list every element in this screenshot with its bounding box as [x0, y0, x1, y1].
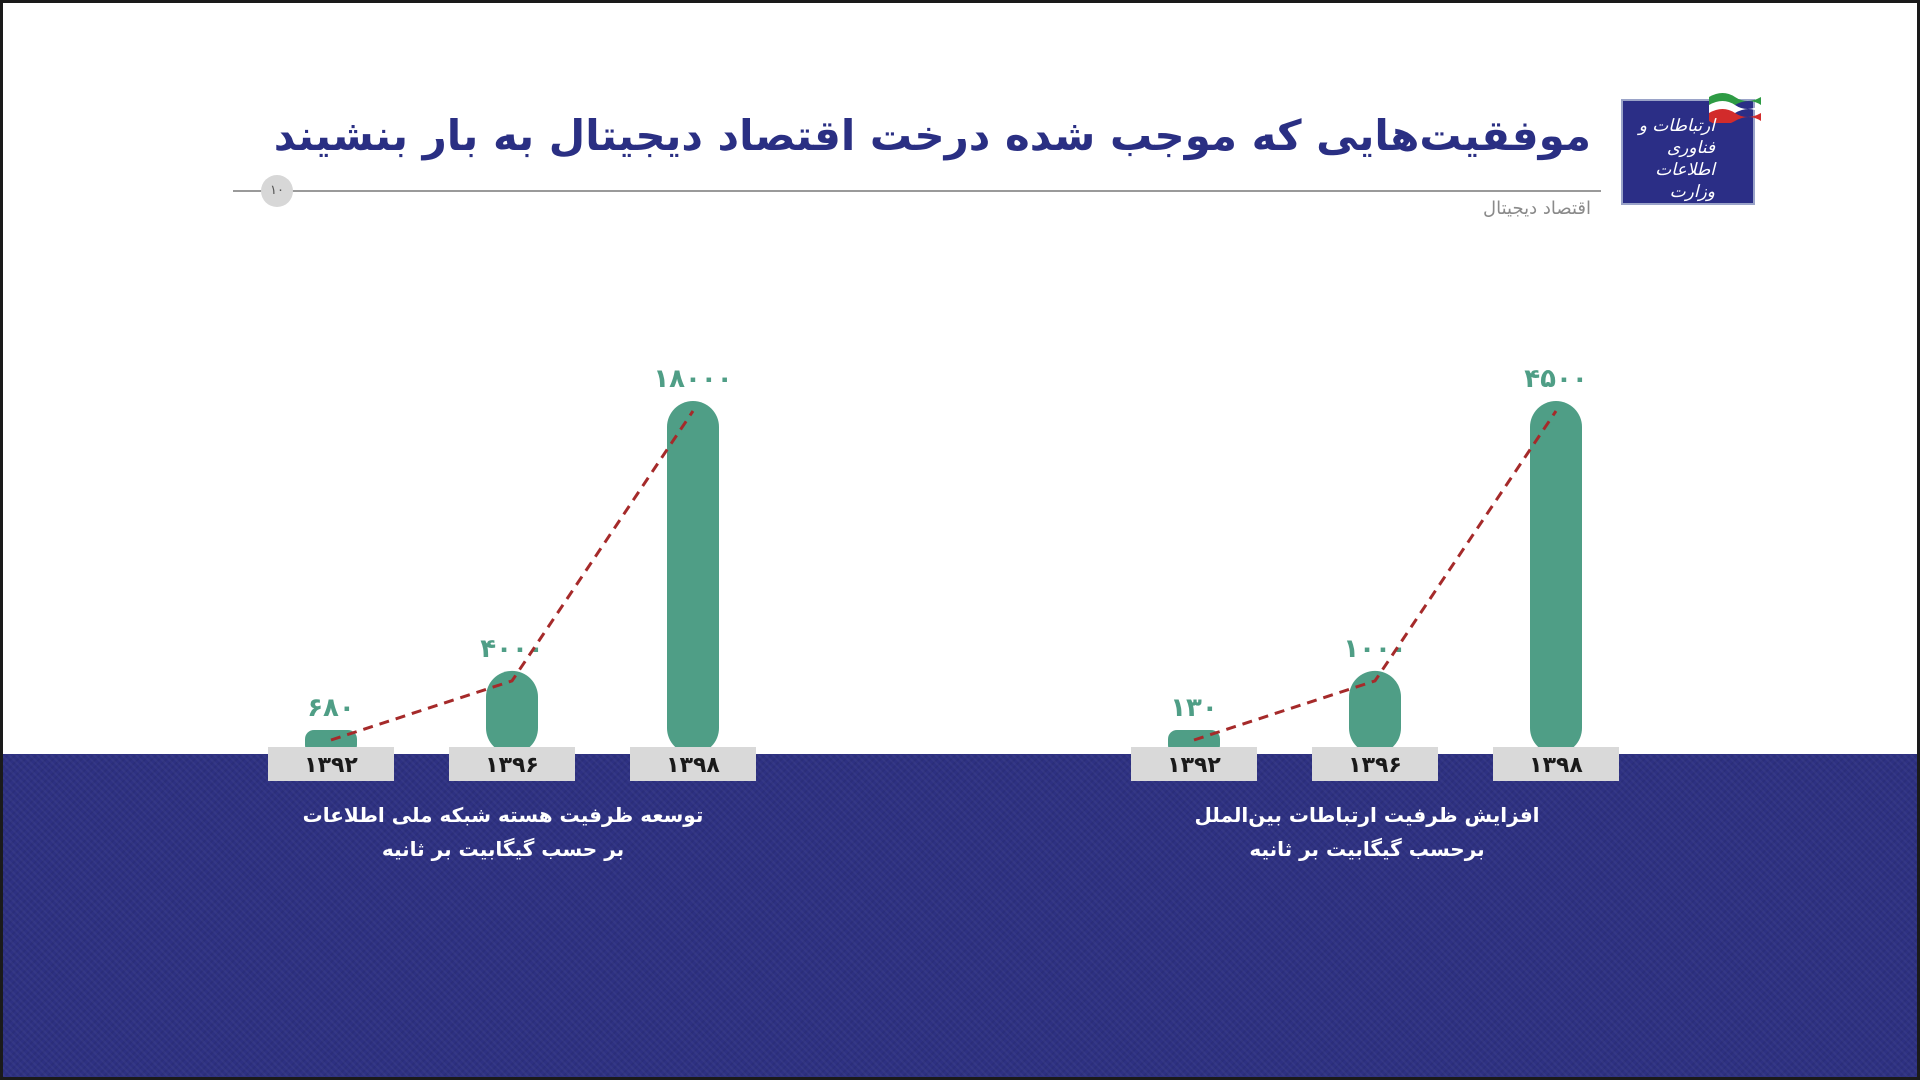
caption-line-1: توسعه ظرفیت هسته شبکه ملی اطلاعات	[302, 803, 704, 827]
category-label-box	[1312, 747, 1438, 781]
flag-icon	[1709, 93, 1761, 123]
category-label-box	[449, 747, 575, 781]
bottom-band	[3, 754, 1917, 1077]
caption-line-1: افزایش ظرفیت ارتباطات بین‌الملل	[1194, 803, 1540, 827]
x-tick-label: ۱۳۹۲	[1167, 753, 1221, 778]
page-title: موفقیت‌هایی که موجب شده درخت اقتصاد دیجی…	[273, 111, 1591, 160]
data-label: ۴۵۰۰	[1524, 364, 1587, 394]
bar	[667, 401, 719, 754]
chart-caption-national-network: توسعه ظرفیت هسته شبکه ملی اطلاعات بر حسب…	[223, 798, 783, 866]
section-subtitle: اقتصاد دیجیتال	[1483, 198, 1591, 219]
data-label: ۶۸۰	[307, 693, 355, 723]
caption-line-2: برحسب گیگابیت بر ثانیه	[1249, 837, 1485, 861]
trend-line	[1193, 410, 1558, 742]
x-tick-label: ۱۳۹۶	[485, 753, 539, 778]
charts-canvas: ۱۳۹۲۶۸۰۱۳۹۶۴۰۰۰۱۳۹۸۱۸۰۰۰۱۳۹۲۱۳۰۱۳۹۶۱۰۰۰۱…	[268, 364, 1619, 781]
bar	[1349, 670, 1401, 754]
bar	[1530, 401, 1582, 754]
caption-line-2: بر حسب گیگابیت بر ثانیه	[381, 837, 625, 861]
category-label-box	[268, 747, 394, 781]
x-tick-label: ۱۳۹۲	[304, 753, 358, 778]
x-tick-label: ۱۳۹۸	[1529, 753, 1583, 778]
logo-text: ارتباطات و فناوری اطلاعات وزارت	[1638, 116, 1715, 202]
ministry-logo: ارتباطات و فناوری اطلاعات وزارت	[1621, 93, 1761, 205]
trend-line	[330, 410, 695, 742]
category-label-box	[630, 747, 756, 781]
category-label-box	[1493, 747, 1619, 781]
page-number-badge: ۱۰	[261, 175, 293, 207]
x-tick-label: ۱۳۹۶	[1348, 753, 1402, 778]
bar	[486, 670, 538, 754]
category-label-box	[1131, 747, 1257, 781]
data-label: ۱۸۰۰۰	[653, 364, 732, 394]
title-divider	[233, 190, 1601, 192]
chart-caption-international: افزایش ظرفیت ارتباطات بین‌الملل برحسب گی…	[1087, 798, 1647, 866]
x-tick-label: ۱۳۹۸	[666, 753, 720, 778]
data-label: ۱۳۰	[1170, 693, 1218, 723]
